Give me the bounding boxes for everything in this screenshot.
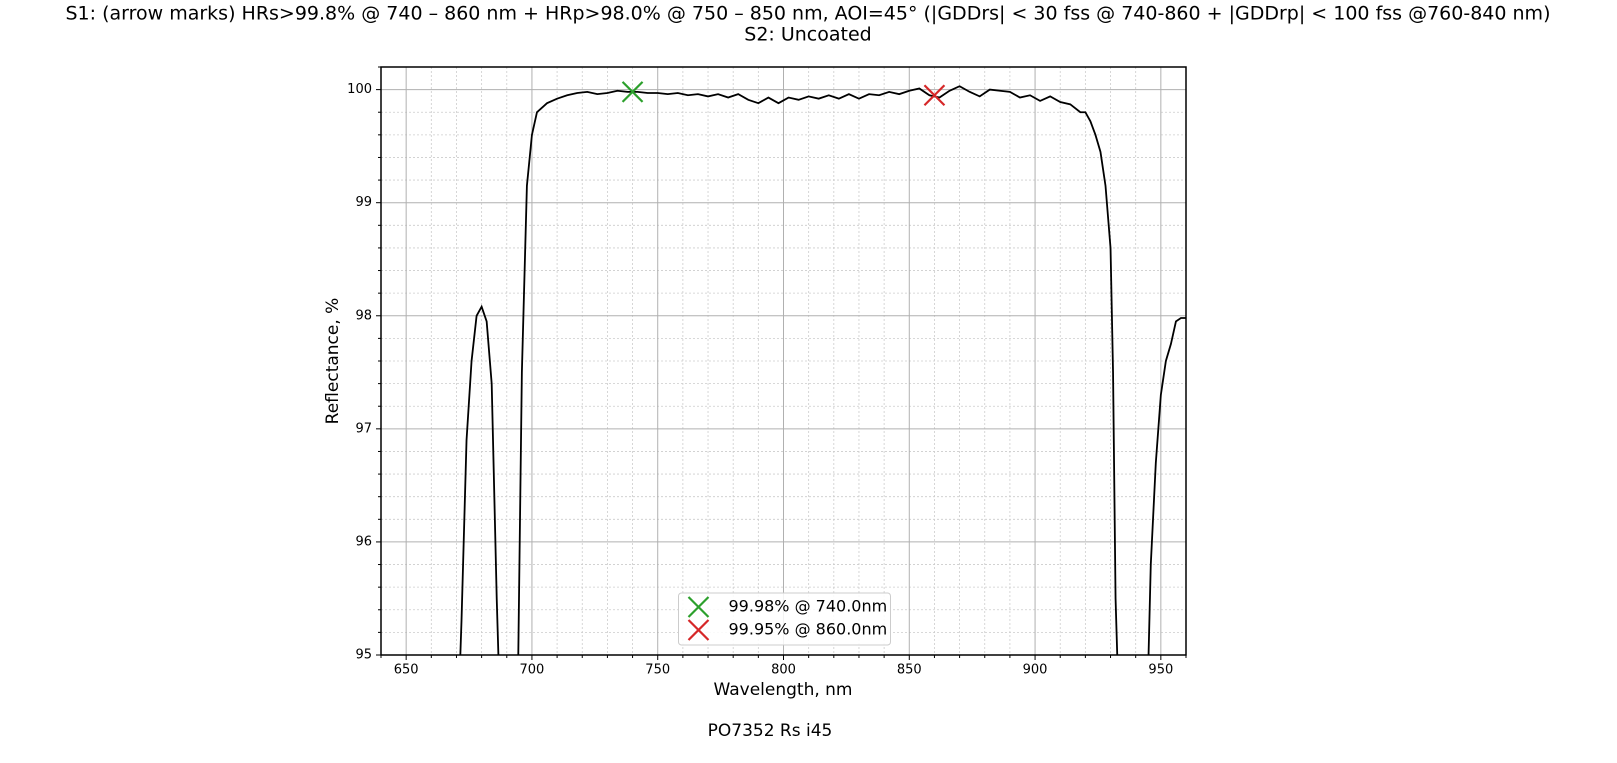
x-tick-label: 850 [897,663,922,678]
footer: PO7352 Rs i45 [708,721,833,741]
legend-marker [687,619,710,641]
y-tick-label: 95 [355,648,372,663]
x-axis-label: Wavelength, nm [714,680,853,700]
legend: 99.98% @ 740.0nm 99.95% @ 860.0nm [678,592,891,646]
x-tick-label: 900 [1023,663,1048,678]
y-tick-label: 98 [355,308,372,323]
x-tick-label: 650 [394,663,419,678]
legend-marker [687,596,710,618]
legend-box [678,592,891,646]
legend-label: 99.95% @ 860.0nm [729,620,888,639]
x-tick-label: 700 [520,663,545,678]
y-tick-label: 97 [355,421,372,436]
x-marker [621,81,644,103]
x-marker [923,84,946,107]
chart-title: S1: (arrow marks) HRs>99.8% @ 740 – 860 … [66,3,1551,25]
legend-label: 99.98% @ 740.0nm [729,597,888,616]
x-tick-label: 750 [645,663,670,678]
grid [380,66,1187,656]
ticks: 650 700 750 800 850 900 950 95 96 97 98 99 100 [347,66,1187,678]
x-tick-label: 800 [771,663,796,678]
x-tick-label: 950 [1148,663,1173,678]
y-tick-label: 99 [355,195,372,210]
chart-subtitle: S2: Uncoated [744,24,871,46]
plot-area [459,85,1186,655]
y-axis-label: Reflectance, % [323,298,343,425]
y-tick-label: 100 [347,82,372,97]
line [459,85,1186,655]
y-tick-label: 96 [355,534,372,549]
